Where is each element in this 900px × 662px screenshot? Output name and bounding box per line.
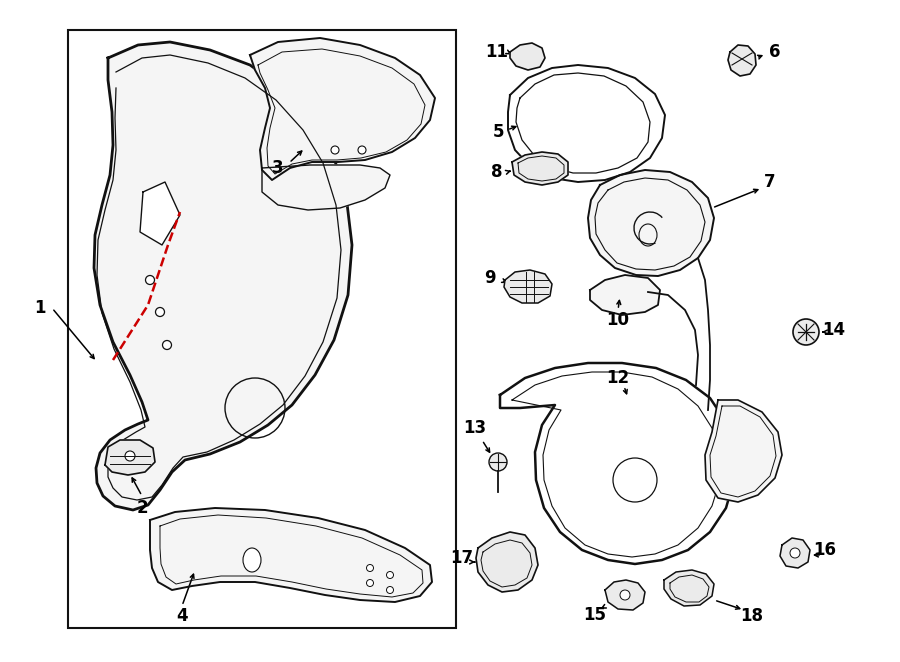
Circle shape xyxy=(793,319,819,345)
Text: 6: 6 xyxy=(770,43,781,61)
Text: 10: 10 xyxy=(607,311,629,329)
Text: 5: 5 xyxy=(492,123,504,141)
Polygon shape xyxy=(780,538,810,568)
Text: 1: 1 xyxy=(34,299,46,317)
Text: 18: 18 xyxy=(741,607,763,625)
Text: 16: 16 xyxy=(814,541,836,559)
Text: 9: 9 xyxy=(484,269,496,287)
Polygon shape xyxy=(140,182,180,245)
Circle shape xyxy=(358,146,366,154)
Circle shape xyxy=(489,453,507,471)
Text: 3: 3 xyxy=(272,159,284,177)
Circle shape xyxy=(386,587,393,594)
Circle shape xyxy=(790,548,800,558)
Polygon shape xyxy=(664,570,714,606)
Text: 11: 11 xyxy=(485,43,508,61)
Text: 15: 15 xyxy=(583,606,607,624)
Polygon shape xyxy=(500,363,734,564)
Polygon shape xyxy=(510,43,545,70)
Polygon shape xyxy=(476,532,538,592)
Polygon shape xyxy=(512,152,568,185)
Polygon shape xyxy=(504,270,552,303)
Polygon shape xyxy=(250,38,435,180)
Polygon shape xyxy=(262,165,390,210)
Circle shape xyxy=(386,571,393,579)
Circle shape xyxy=(146,275,155,285)
Text: 8: 8 xyxy=(491,163,503,181)
Text: 17: 17 xyxy=(450,549,473,567)
Text: 14: 14 xyxy=(823,321,846,339)
Circle shape xyxy=(156,308,165,316)
Text: 13: 13 xyxy=(464,419,487,437)
Ellipse shape xyxy=(243,548,261,572)
Bar xyxy=(68,30,456,628)
Circle shape xyxy=(366,565,373,571)
Polygon shape xyxy=(605,580,645,610)
Polygon shape xyxy=(590,275,660,315)
Circle shape xyxy=(331,146,339,154)
Polygon shape xyxy=(705,400,782,502)
Circle shape xyxy=(366,579,373,587)
Text: 12: 12 xyxy=(607,369,630,387)
Polygon shape xyxy=(105,440,155,475)
Polygon shape xyxy=(94,42,352,510)
Text: 4: 4 xyxy=(176,607,188,625)
Text: 7: 7 xyxy=(764,173,776,191)
Polygon shape xyxy=(150,508,432,602)
Circle shape xyxy=(163,340,172,350)
Polygon shape xyxy=(588,170,714,276)
Polygon shape xyxy=(508,65,665,182)
Text: 2: 2 xyxy=(136,499,148,517)
Circle shape xyxy=(125,451,135,461)
Polygon shape xyxy=(728,45,756,76)
Circle shape xyxy=(620,590,630,600)
